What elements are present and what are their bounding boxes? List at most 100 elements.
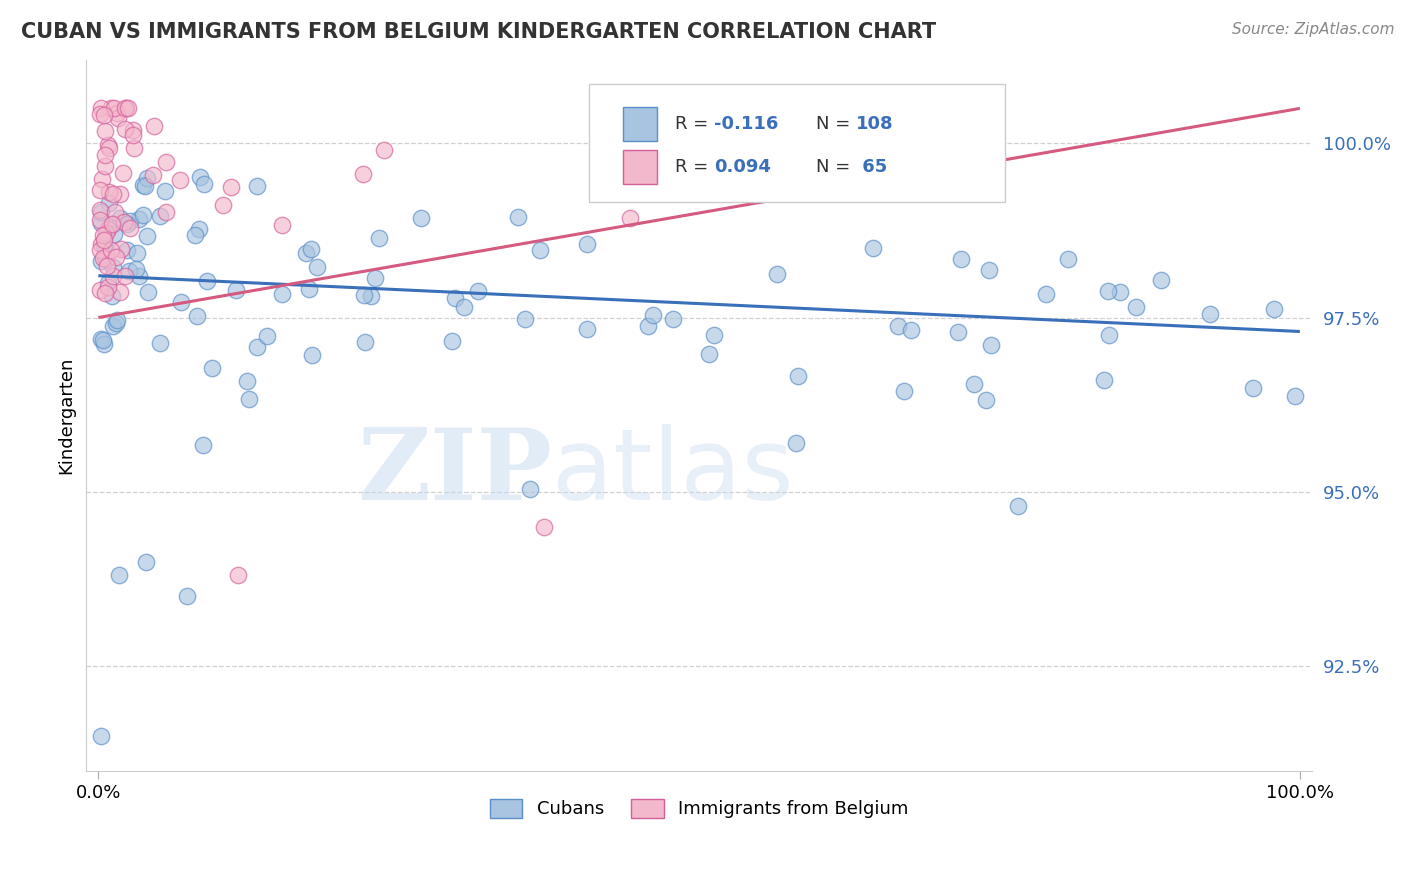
Point [575,237,598,252]
Point [195,274,218,288]
Point [90,102,112,116]
Point [974,392,997,407]
Point [90,216,112,230]
Point [93,337,115,351]
Point [613,102,636,116]
Point [373,143,395,157]
Point [108,568,131,582]
Text: N =: N = [815,158,855,176]
Text: N =: N = [815,115,855,133]
Point [1263,302,1285,317]
Point [127,246,149,260]
Point [184,228,207,243]
Point [93,123,115,137]
Point [299,243,322,257]
Point [301,348,323,362]
Point [188,222,211,236]
Point [114,102,136,116]
Point [90,205,112,219]
Point [108,285,131,299]
Point [134,178,156,193]
Point [138,285,160,300]
Bar [623,107,658,141]
Point [950,252,973,266]
Text: R =: R = [675,115,714,133]
Point [193,437,215,451]
Point [97,222,120,236]
Point [225,284,247,298]
Point [862,241,884,255]
Point [513,311,536,326]
Point [256,329,278,343]
Point [270,218,292,232]
Point [122,140,145,154]
Point [367,231,389,245]
Point [132,208,155,222]
Point [135,555,157,569]
Point [104,205,127,219]
Point [90,254,112,268]
Point [1125,300,1147,314]
Point [307,260,329,275]
Point [142,169,165,183]
Point [111,165,134,179]
Point [519,482,541,496]
Point [364,270,387,285]
Point [105,313,128,327]
Point [900,323,922,337]
Point [125,262,148,277]
Text: ZIP: ZIP [357,424,553,521]
Point [114,268,136,283]
Point [117,102,139,116]
Point [93,159,115,173]
Point [89,243,111,257]
Point [1097,327,1119,342]
Point [122,123,145,137]
Point [246,178,269,193]
Point [117,264,139,278]
Point [122,128,145,142]
Point [637,319,659,334]
Point [1198,307,1220,321]
Point [103,217,125,231]
Point [193,177,215,191]
Point [142,119,165,133]
Point [120,214,142,228]
Point [100,102,122,116]
Point [105,106,128,120]
Point [785,436,807,450]
Text: atlas: atlas [553,424,793,521]
Point [270,287,292,301]
Point [94,252,117,266]
Point [529,243,551,257]
Point [103,102,125,116]
Point [93,233,115,247]
Point [188,170,211,185]
Point [980,338,1002,352]
Point [235,375,257,389]
Point [128,212,150,227]
Point [101,269,124,284]
Point [226,568,249,582]
Point [91,251,114,265]
Point [1092,373,1115,387]
Text: 0.094: 0.094 [714,158,770,176]
Point [360,289,382,303]
Point [354,335,377,350]
Point [887,319,910,334]
Point [98,141,121,155]
Point [1109,285,1132,300]
Point [149,209,172,223]
Point [97,277,120,291]
Point [96,226,118,240]
Point [89,213,111,227]
Point [115,243,138,257]
Point [103,186,125,201]
Point [89,184,111,198]
Text: Source: ZipAtlas.com: Source: ZipAtlas.com [1232,22,1395,37]
Point [443,291,465,305]
Point [1097,284,1119,298]
Point [107,111,129,125]
Point [1057,252,1080,266]
Point [765,267,787,281]
